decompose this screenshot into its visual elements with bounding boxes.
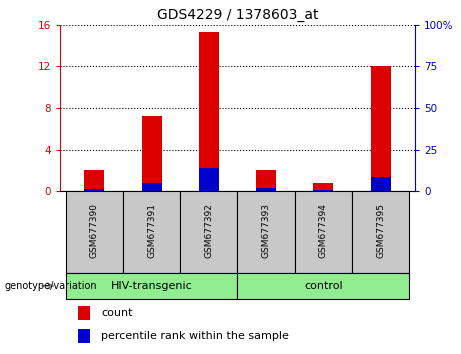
Bar bbox=[256, 188, 276, 191]
Bar bbox=[199, 168, 219, 191]
Text: GSM677390: GSM677390 bbox=[90, 203, 99, 258]
Bar bbox=[313, 183, 333, 191]
Text: percentile rank within the sample: percentile rank within the sample bbox=[101, 331, 289, 341]
Text: GSM677393: GSM677393 bbox=[261, 203, 271, 258]
Bar bbox=[371, 177, 390, 191]
Bar bbox=[65, 191, 123, 273]
Bar bbox=[237, 191, 295, 273]
Bar bbox=[142, 183, 161, 191]
Bar bbox=[313, 190, 333, 191]
Bar bbox=[77, 329, 90, 343]
Bar bbox=[371, 67, 390, 191]
Title: GDS4229 / 1378603_at: GDS4229 / 1378603_at bbox=[157, 8, 318, 22]
Text: genotype/variation: genotype/variation bbox=[5, 281, 97, 291]
Bar bbox=[180, 191, 237, 273]
Text: GSM677394: GSM677394 bbox=[319, 203, 328, 258]
Bar bbox=[295, 191, 352, 273]
Bar bbox=[237, 273, 409, 299]
Bar bbox=[77, 306, 90, 320]
Bar bbox=[199, 32, 219, 191]
Bar bbox=[65, 273, 237, 299]
Bar bbox=[256, 170, 276, 191]
Bar bbox=[142, 116, 161, 191]
Text: GSM677391: GSM677391 bbox=[147, 203, 156, 258]
Text: GSM677392: GSM677392 bbox=[204, 203, 213, 258]
Text: HIV-transgenic: HIV-transgenic bbox=[111, 281, 192, 291]
Bar bbox=[84, 189, 104, 191]
Bar bbox=[123, 191, 180, 273]
Text: GSM677395: GSM677395 bbox=[376, 203, 385, 258]
Text: count: count bbox=[101, 308, 133, 318]
Bar bbox=[84, 170, 104, 191]
Text: control: control bbox=[304, 281, 343, 291]
Bar bbox=[352, 191, 409, 273]
